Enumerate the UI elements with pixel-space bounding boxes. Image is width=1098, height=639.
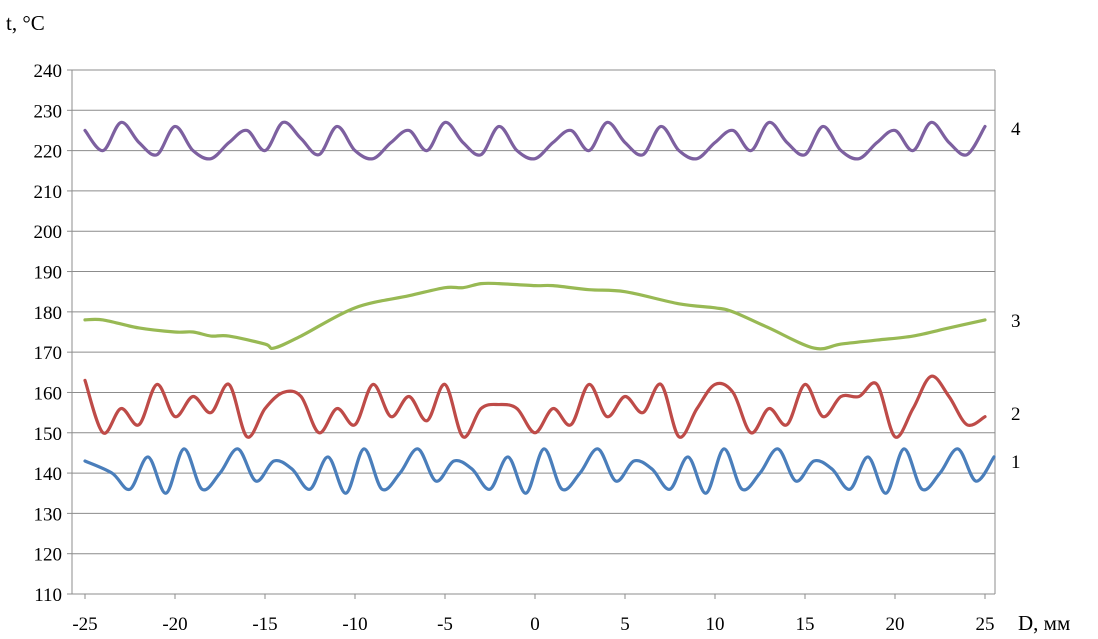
y-tick-label-230: 230 [34,101,63,122]
y-tick-label-130: 130 [34,504,63,525]
y-tick-label-150: 150 [34,424,63,445]
series-line-2 [83,374,987,439]
y-tick-label-190: 190 [34,263,63,284]
y-tick-labels: 240 230 220 210 200 190 180 170 160 150 140 130 120 1… [34,61,63,606]
series-label-1: 1 [1011,452,1021,473]
y-tick-label-220: 220 [34,142,63,163]
y-tick-label-140: 140 [34,464,63,485]
y-tick-label-160: 160 [34,383,63,404]
x-tick-label-25: 25 [976,614,995,635]
x-tick-label-10: 10 [706,614,725,635]
y-tick-label-110: 110 [34,585,62,606]
x-tick-label--10: -10 [342,614,367,635]
x-axis-title: D, мм [1018,611,1070,635]
y-tick-label-240: 240 [34,61,63,82]
x-tick-labels: -25 -20 -15 -10 -5 0 5 10 15 20 25 [72,614,994,635]
y-tick-label-200: 200 [34,222,63,243]
x-tick-label-0: 0 [530,614,540,635]
series-line-3 [83,281,987,351]
x-tick-label--5: -5 [437,614,453,635]
y-tick-label-120: 120 [34,545,63,566]
y-tick-label-180: 180 [34,303,63,324]
series-labels: 1 2 3 4 [1011,119,1021,473]
series-label-3: 3 [1011,311,1021,332]
x-tick-label-5: 5 [620,614,630,635]
series-label-2: 2 [1011,404,1021,425]
y-tick-label-210: 210 [34,182,63,203]
y-tick-label-170: 170 [34,343,63,364]
x-tick-label-15: 15 [796,614,815,635]
series-label-4: 4 [1011,119,1021,140]
x-tick-label-20: 20 [886,614,905,635]
x-tick-label--20: -20 [162,614,187,635]
gridlines [67,69,996,599]
series-line-1 [83,447,996,495]
x-tick-label--25: -25 [72,614,97,635]
series-line-4 [83,120,987,161]
y-axis-title: t, °C [6,11,45,35]
x-tick-label--15: -15 [252,614,277,635]
series-lines [83,120,996,495]
